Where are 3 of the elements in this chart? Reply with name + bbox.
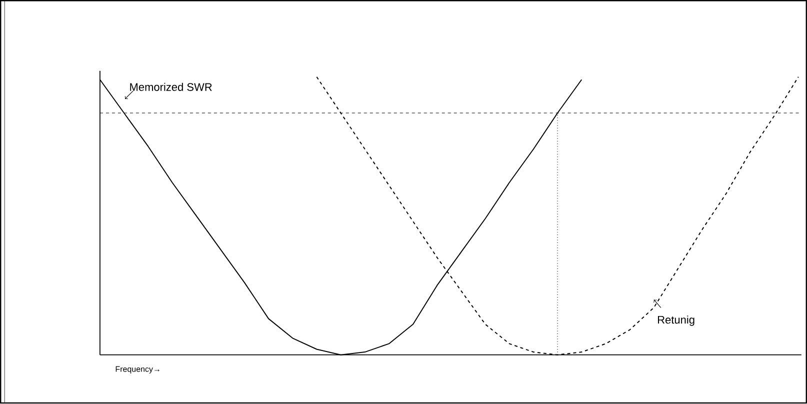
- annotation: Memorized SWR: [130, 83, 212, 92]
- annotation: Retunig: [658, 316, 694, 326]
- x-axis-title: Frequency→: [116, 366, 160, 374]
